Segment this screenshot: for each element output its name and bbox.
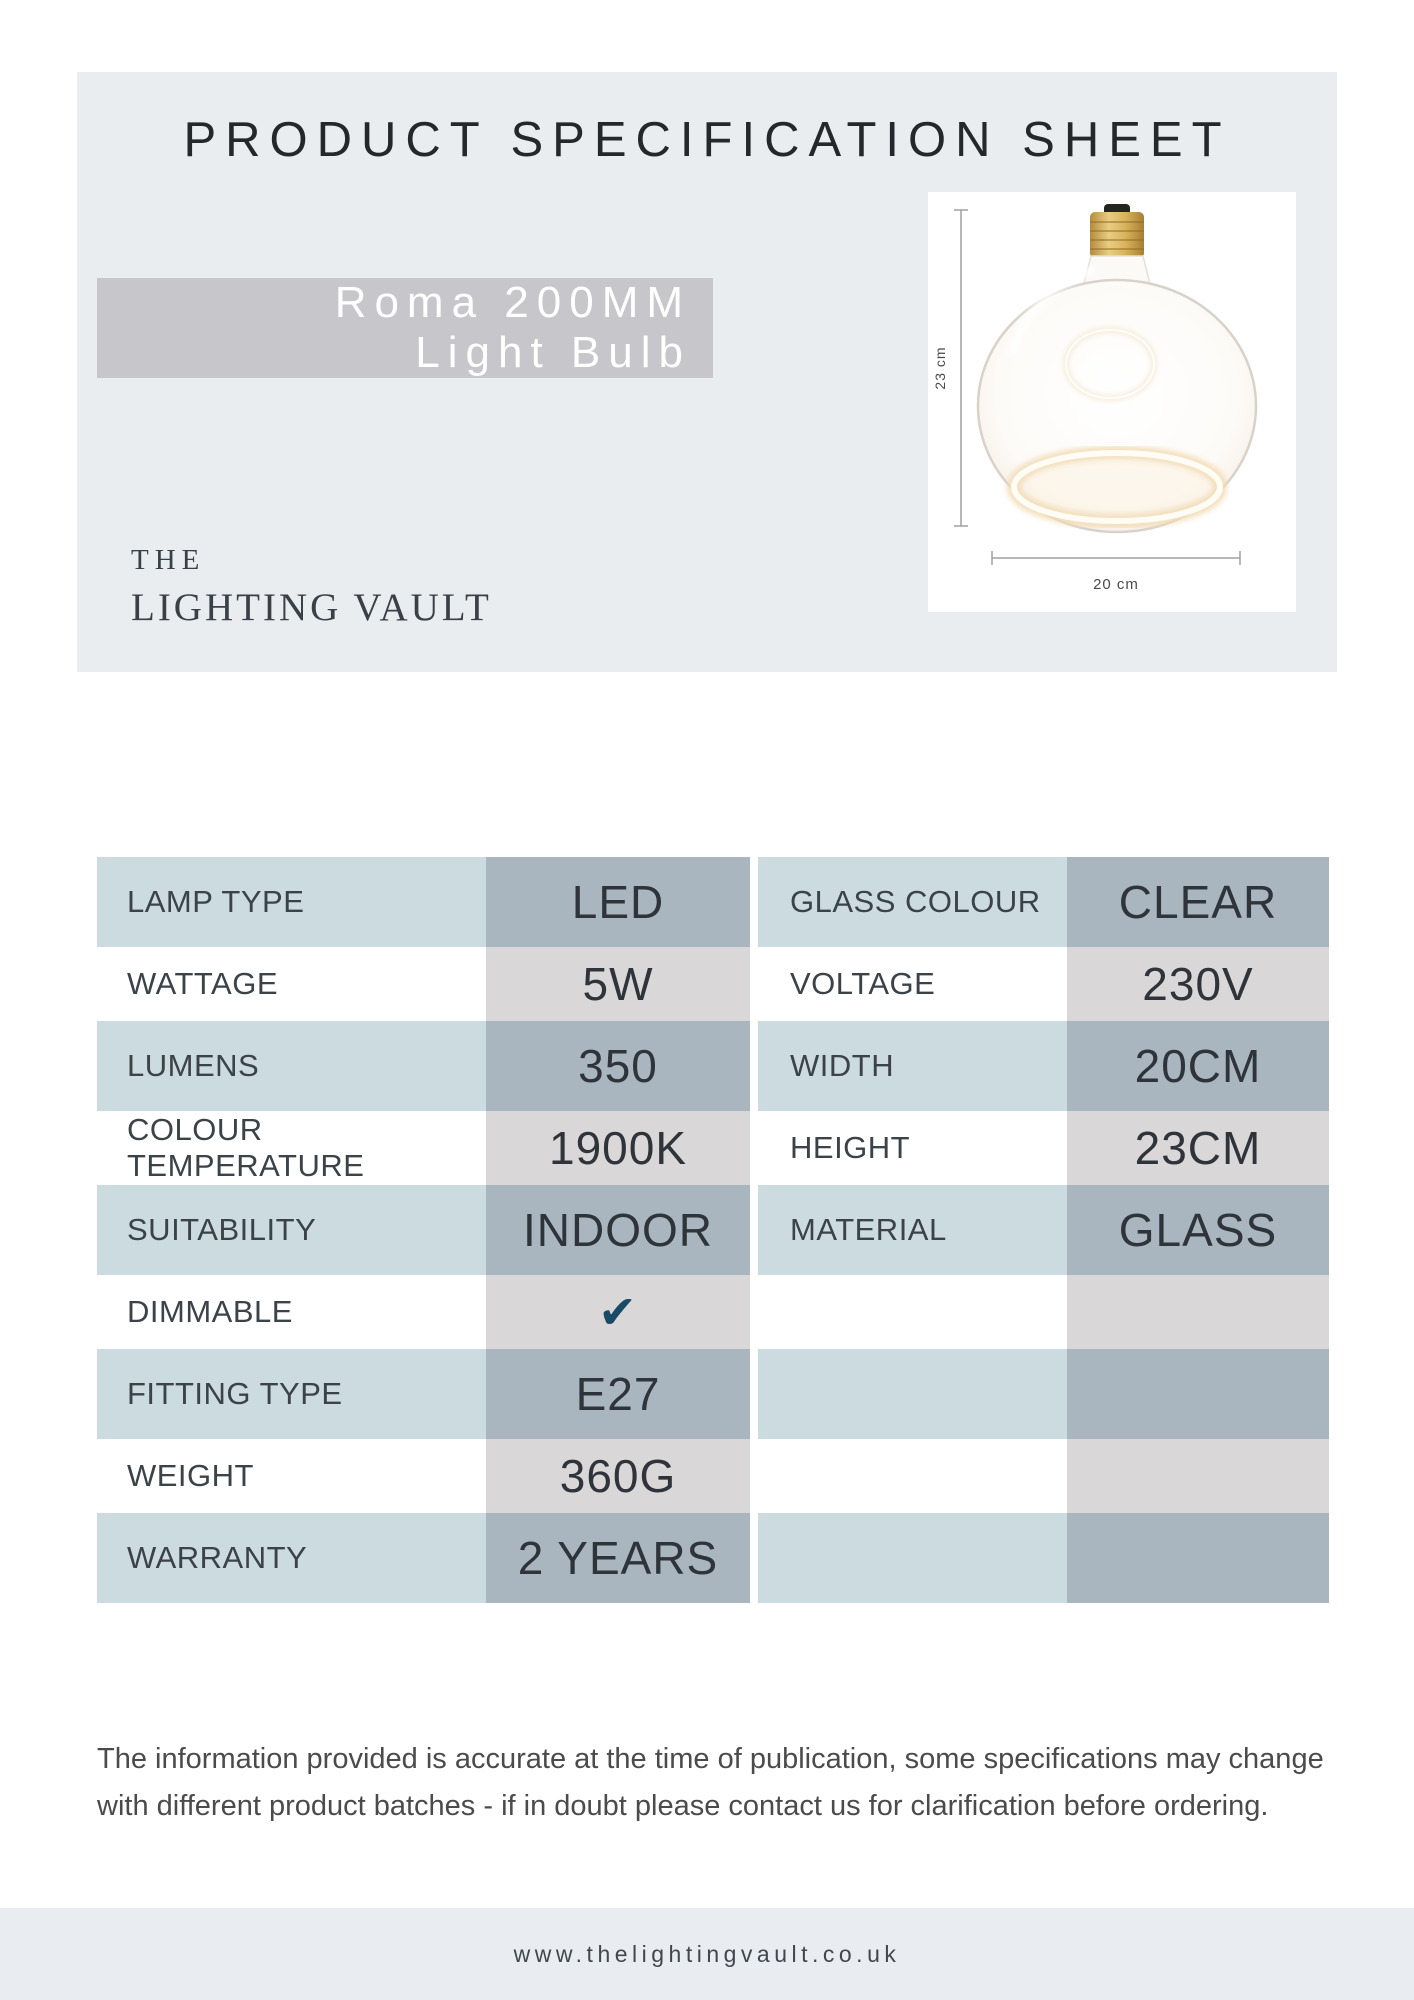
bulb-height-label: 23 cm [932,346,948,389]
spec-value [1067,1275,1329,1349]
spec-label: HEIGHT [790,1130,911,1165]
spec-value: ✔ [486,1275,750,1349]
bulb-width-label: 20 cm [1093,576,1139,593]
spec-row: HEIGHT 23CM [758,1111,1329,1185]
spec-label [758,1349,1067,1439]
spec-label: WIDTH [758,1021,1067,1111]
spec-row: WEIGHT 360G [97,1439,750,1513]
spec-label: WATTAGE [127,966,279,1001]
spec-row: SUITABILITY INDOOR [97,1185,750,1275]
spec-label: LUMENS [97,1021,486,1111]
spec-row: WATTAGE 5W [97,947,750,1021]
website-bar: www.thelightingvault.co.uk [0,1908,1414,2000]
website-url: www.thelightingvault.co.uk [513,1940,901,1967]
spec-row [758,1439,1329,1513]
spec-value: CLEAR [1067,857,1329,947]
brand-logo: THE LIGHTING VAULT [131,544,492,630]
product-name-line1: Roma 200MM [334,278,691,327]
spec-row [758,1513,1329,1603]
spec-row [758,1349,1329,1439]
spec-value: 360G [486,1439,750,1513]
spec-label [758,1439,1067,1513]
spec-label: WARRANTY [97,1513,486,1603]
spec-value: 5W [486,947,750,1021]
bulb-product-image: 23 cm 20 cm [932,204,1258,593]
spec-row: FITTING TYPE E27 [97,1349,750,1439]
width-dimension-line [991,551,1241,565]
brand-line2: LIGHTING VAULT [131,586,492,629]
spec-row: LAMP TYPE LED [97,857,750,947]
spec-value: 2 YEARS [486,1513,750,1603]
header-panel: PRODUCT SPECIFICATION SHEET Roma 200MM L… [77,72,1337,672]
spec-value: 1900K [486,1111,750,1185]
product-name-line2: Light Bulb [415,328,691,377]
spec-row: VOLTAGE 230V [758,947,1329,1021]
spec-table-right: GLASS COLOUR CLEAR VOLTAGE 230V WIDTH 20CM HEI… [758,857,1329,1603]
bulb-screw-cap [1090,212,1144,258]
spec-value: 20CM [1067,1021,1329,1111]
spec-label: GLASS COLOUR [758,857,1067,947]
brand-line1: THE [131,544,206,576]
spec-value: 23CM [1067,1111,1329,1185]
spec-label: COLOUR TEMPERATURE [127,1112,365,1183]
height-dimension-line [954,209,968,527]
product-image-card: 23 cm 20 cm [928,192,1296,612]
check-icon: ✔ [598,1285,638,1339]
spec-row: LUMENS 350 [97,1021,750,1111]
spec-value: E27 [486,1349,750,1439]
spec-row: GLASS COLOUR CLEAR [758,857,1329,947]
spec-value: 350 [486,1021,750,1111]
spec-value [1067,1439,1329,1513]
spec-value: 230V [1067,947,1329,1021]
spec-label: WEIGHT [127,1458,254,1493]
disclaimer-line2: with different product batches - if in d… [97,1790,1269,1822]
spec-value [1067,1513,1329,1603]
spec-value [1067,1349,1329,1439]
spec-label [758,1513,1067,1603]
disclaimer-line1: The information provided is accurate at … [97,1743,1324,1775]
spec-label: FITTING TYPE [97,1349,486,1439]
spec-value: INDOOR [486,1185,750,1275]
spec-label: SUITABILITY [97,1185,486,1275]
spec-label: MATERIAL [758,1185,1067,1275]
spec-label [758,1275,1067,1349]
spec-table-left: LAMP TYPE LED WATTAGE 5W LUMENS 350 COLOUR TEM… [97,857,750,1603]
product-name-box: Roma 200MM Light Bulb [97,278,713,378]
spec-row: COLOUR TEMPERATURE 1900K [97,1111,750,1185]
spec-value: LED [486,857,750,947]
spec-label: VOLTAGE [790,966,936,1001]
spec-label: DIMMABLE [127,1294,293,1329]
spec-row: WIDTH 20CM [758,1021,1329,1111]
spec-row [758,1275,1329,1349]
spec-value: GLASS [1067,1185,1329,1275]
disclaimer: The information provided is accurate at … [97,1736,1324,1830]
spec-label: LAMP TYPE [97,857,486,947]
page-title: PRODUCT SPECIFICATION SHEET [183,113,1231,167]
spec-row: MATERIAL GLASS [758,1185,1329,1275]
spec-row: WARRANTY 2 YEARS [97,1513,750,1603]
spec-row: DIMMABLE ✔ [97,1275,750,1349]
